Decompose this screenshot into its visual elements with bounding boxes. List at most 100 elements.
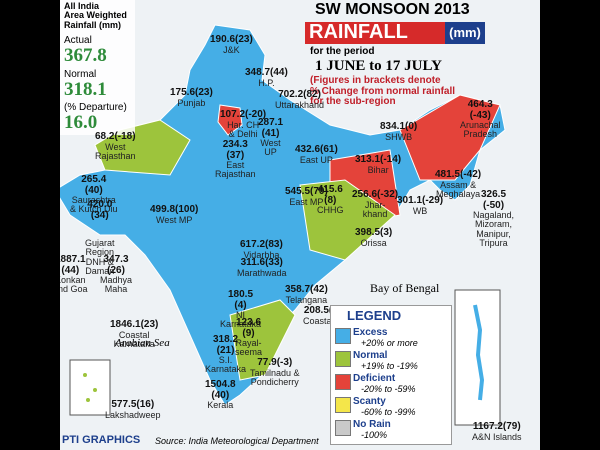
- region-label: 234.3 (37) East Rajasthan: [215, 139, 256, 180]
- map: [60, 0, 506, 426]
- region-name: Arunachal Pradesh: [460, 120, 501, 140]
- region-name: Assam & Meghalaya: [436, 179, 481, 199]
- region-name: S.I. Karnataka: [205, 355, 247, 375]
- region-label: 180.5 (4) NI Karnataka: [220, 289, 262, 330]
- region-name: East UP: [299, 154, 333, 165]
- region-name: Gujarat Region DNH & Daman: [85, 238, 115, 277]
- island: [86, 398, 90, 402]
- region-label: 175.6(23) Punjab: [170, 87, 213, 108]
- period-label: for the period: [310, 46, 375, 57]
- region-name: Uttarakhand: [275, 99, 325, 110]
- region-value: 577.5(16): [111, 399, 155, 410]
- region-name: Saurashtra & Kutch Diu: [70, 195, 118, 215]
- region-label: 347.3 (26) Madhya Maha: [100, 254, 133, 295]
- legend-swatch: [335, 420, 351, 436]
- sea-label: Arabian Sea: [115, 337, 170, 349]
- region-label: 77.9(-3) Tamilnadu & Pondicherry: [250, 357, 300, 387]
- source: Source: India Meteorological Department: [155, 436, 319, 446]
- region-name: A&N Islands: [472, 431, 522, 442]
- header-box: [60, 0, 135, 135]
- legend: LEGEND Excess +20% or more Normal +19% to -…: [330, 305, 452, 445]
- region-label: 107.2(-20) Har. CH & Delhi: [220, 109, 267, 139]
- region-value: 415.6 (8): [317, 184, 343, 206]
- region-name: Marathwada: [237, 267, 287, 278]
- region-value: 481.5(-42): [435, 169, 482, 180]
- departure-value: 16.0: [64, 112, 98, 133]
- departure-label: (% Departure): [64, 102, 127, 113]
- actual-label: Actual: [64, 35, 92, 46]
- legend-name: Normal: [353, 350, 388, 361]
- region-name: Telangana: [285, 294, 328, 305]
- region-name: Orissa: [360, 237, 387, 248]
- region-label: 464.3 (-43) Arunachal Pradesh: [460, 99, 501, 140]
- legend-swatch: [335, 397, 351, 413]
- region-value: 499.8(100): [150, 204, 199, 215]
- region-name: Bihar: [367, 164, 389, 175]
- region-label: 123.6 (9) Rayal- seema: [235, 317, 262, 358]
- region-label: 420.0 (34) Gujarat Region DNH & Daman: [85, 199, 115, 277]
- region-value: 107.2(-20): [220, 109, 267, 120]
- region-value: 190.6(23): [210, 34, 253, 45]
- title: SW MONSOON 2013: [315, 1, 470, 18]
- region-value: 326.5 (-50): [481, 189, 507, 211]
- region-value: 318.2 (21): [213, 334, 239, 356]
- region-name: Lakshadweep: [105, 409, 161, 420]
- legend-swatch: [335, 351, 351, 367]
- region-value: 234.3 (37): [222, 139, 248, 161]
- region-label: 398.5(3) Orissa: [355, 227, 393, 248]
- island: [93, 388, 97, 392]
- legend-title: LEGEND: [347, 308, 402, 323]
- region-value: 77.9(-3): [257, 357, 293, 368]
- region-value: 464.3 (-43): [467, 99, 493, 121]
- region-name: Kerala: [207, 400, 234, 410]
- region-label: 617.2(83) Vidarbha: [240, 239, 283, 260]
- region-label: 318.2 (21) S.I. Karnataka: [205, 334, 247, 375]
- region-label: 415.6 (8) CHHG: [317, 184, 344, 215]
- region-value: 348.7(44): [245, 67, 288, 78]
- region-value: 68.2(-18): [95, 131, 136, 142]
- brand: PTI GRAPHICS: [62, 434, 141, 446]
- region-label: 702.2(82) Uttarakhand: [275, 89, 325, 110]
- legend-name: Excess: [353, 327, 388, 338]
- region-label: 265.4 (40) Saurashtra & Kutch Diu: [70, 174, 118, 215]
- region-value: 398.5(3): [355, 227, 393, 238]
- region-name: West UP: [260, 138, 281, 158]
- region-label: 68.2(-18) West Rajasthan: [95, 131, 136, 161]
- rainfall-banner: RAINFALL: [305, 22, 449, 44]
- region-label: 1167.2(79) A&N Islands: [472, 421, 522, 442]
- region-value: 180.5 (4): [228, 289, 254, 311]
- region-deficient: [217, 104, 243, 136]
- region-name: Tamilnadu & Pondicherry: [250, 367, 300, 387]
- legend-range: -100%: [361, 430, 388, 440]
- region-value: 301.1(-29): [397, 195, 444, 206]
- region-name: Har. CH & Delhi: [227, 119, 260, 139]
- actual-value: 367.8: [64, 45, 107, 66]
- region-name: Vidarbha: [243, 249, 280, 260]
- region-name: NI Karnataka: [220, 310, 262, 330]
- region-label: 190.6(23) J&K: [210, 34, 253, 55]
- region-label: 256.6(-32) Jhar- khand: [352, 189, 399, 219]
- region-label: 287.1 (41) West UP: [258, 117, 284, 158]
- region-name: Punjab: [177, 97, 206, 108]
- normal-value: 318.1: [64, 79, 107, 100]
- region-name: CHHG: [317, 205, 344, 215]
- region-label: 545.5(70) East MP: [285, 186, 328, 207]
- island: [83, 373, 87, 377]
- region-label: 432.6(61) East UP: [295, 144, 338, 165]
- region-value: 256.6(-32): [352, 189, 399, 200]
- region-name: East Rajasthan: [215, 160, 256, 180]
- region-value: 287.1 (41): [258, 117, 284, 139]
- region-name: Madhya Maha: [100, 275, 133, 295]
- region-name: SHWB: [385, 131, 413, 142]
- region-deficient: [399, 94, 501, 181]
- region-label: 313.1(-14) Bihar: [355, 154, 401, 175]
- region-label: 1887.1 (44)Konkan and Goa: [60, 254, 88, 295]
- region-name: Nagaland, Mizoram, Manipur, Tripura: [473, 210, 515, 249]
- region-name: J&K: [223, 44, 240, 55]
- sea-label: Bay of Bengal: [370, 281, 440, 295]
- region-value: 1846.1(23): [110, 319, 159, 330]
- legend-swatch: [335, 374, 351, 390]
- region-value: 432.6(61): [295, 144, 338, 155]
- region-name: East MP: [289, 196, 324, 207]
